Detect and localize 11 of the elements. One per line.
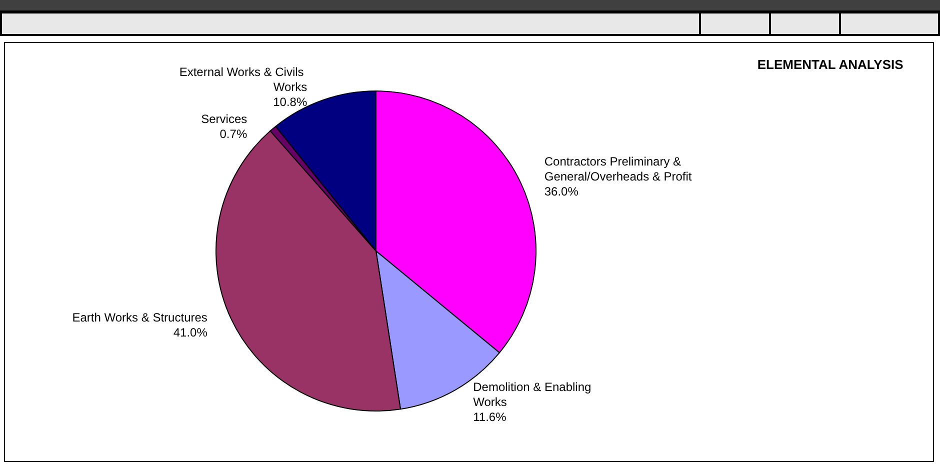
- text: ELEMENTAL ANALYSIS: [757, 57, 904, 72]
- slice-label: Demolition & Enabling Works: [473, 380, 595, 410]
- slice-label: Services: [201, 112, 248, 126]
- slice-label: External Works & Civils Works: [179, 64, 308, 94]
- slice-label: Contractors Preliminary & General/Overheads & Profit: [544, 154, 692, 184]
- data-label: 10.8%: [273, 94, 308, 109]
- data-label: 0.7%: [220, 126, 248, 141]
- data-label: 36.0%: [544, 184, 579, 199]
- slice-label: Earth Works & Structures: [72, 310, 208, 324]
- data-label: 11.6%: [473, 410, 507, 424]
- data-label: 41.0%: [173, 325, 208, 340]
